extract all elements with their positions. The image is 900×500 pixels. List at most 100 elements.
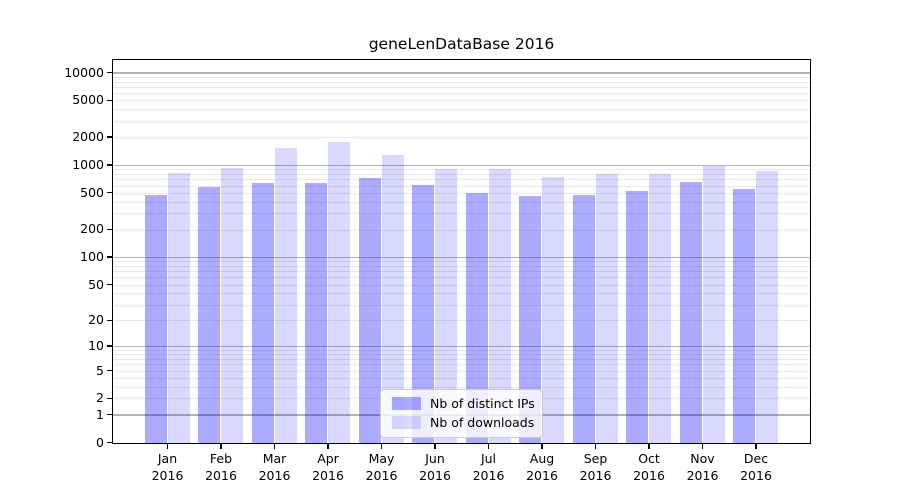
y-tick-label: 50 — [88, 276, 104, 292]
bar-downloads — [167, 172, 190, 443]
bar-downloads — [542, 176, 564, 443]
gridline-minor — [113, 185, 810, 187]
gridline-minor — [113, 370, 810, 372]
y-tick-label: 2 — [96, 390, 104, 406]
x-tick-month: Apr — [317, 451, 339, 466]
bar-distinct-ips — [358, 178, 381, 443]
legend-item-downloads: Nb of downloads — [381, 413, 542, 432]
gridline-major — [113, 345, 810, 348]
chart-title: geneLenDataBase 2016 — [368, 35, 555, 53]
legend-item-distinct-ips: Nb of distinct IPs — [381, 394, 542, 413]
gridline-minor — [113, 320, 810, 322]
y-tick-label: 200 — [80, 221, 104, 237]
bar-layer — [113, 60, 810, 443]
x-tick-year: 2016 — [365, 467, 398, 483]
plot-area — [112, 59, 811, 444]
x-tick-month: Aug — [529, 451, 555, 466]
x-tick-month: Sep — [583, 451, 608, 466]
y-tick-mark — [107, 319, 112, 321]
gridline-minor — [113, 354, 810, 356]
gridline-minor — [113, 93, 810, 95]
gridline-minor — [113, 229, 810, 231]
x-tick-month: May — [368, 451, 395, 466]
legend-swatch-distinct-ips — [392, 397, 421, 410]
bar-downloads — [328, 141, 350, 443]
x-tick-year: 2016 — [686, 467, 719, 483]
y-tick-label: 2000 — [72, 129, 104, 145]
bar-downloads — [435, 168, 457, 443]
x-tick-month: Jan — [157, 451, 178, 466]
y-tick-mark — [107, 228, 112, 231]
x-tick-month: Jun — [425, 451, 445, 466]
bar-distinct-ips — [305, 182, 327, 443]
x-tick-month: Jul — [480, 451, 497, 466]
gridline-minor — [113, 100, 810, 102]
x-tick-month: Mar — [262, 451, 287, 466]
x-tick-month: Feb — [209, 451, 233, 466]
y-tick-mark — [107, 345, 112, 347]
x-tick-year: 2016 — [258, 467, 291, 483]
y-tick-label: 100 — [80, 249, 104, 265]
bar-downloads — [595, 174, 618, 443]
bar-distinct-ips — [519, 195, 541, 443]
y-tick-mark — [107, 413, 112, 416]
gridline-major — [113, 72, 810, 74]
gridline-minor — [113, 358, 810, 360]
x-tick-month: Oct — [638, 451, 660, 466]
x-tick-mark — [541, 444, 543, 449]
gridline-minor — [113, 364, 810, 366]
y-tick-mark — [107, 369, 112, 372]
x-tick-label: Apr 2016 — [292, 451, 364, 484]
y-tick-label: 1 — [96, 406, 104, 422]
gridline-major — [113, 164, 810, 167]
y-tick-mark — [107, 136, 112, 138]
y-tick-mark — [107, 71, 112, 74]
y-tick-label: 20 — [88, 312, 104, 328]
bar-downloads — [702, 165, 725, 443]
x-tick-mark — [434, 444, 436, 449]
x-tick-month: Dec — [743, 451, 769, 466]
y-tick-label: 10000 — [64, 64, 104, 80]
x-tick-label: Dec 2016 — [720, 451, 792, 484]
y-tick-mark — [107, 283, 112, 286]
bar-downloads — [756, 170, 778, 443]
gridline-minor — [113, 293, 810, 295]
y-tick-label: 10 — [88, 338, 104, 354]
x-tick-label: Oct 2016 — [613, 451, 685, 484]
y-tick-label: 500 — [80, 184, 104, 200]
bar-distinct-ips — [465, 192, 488, 443]
gridline-minor — [113, 304, 810, 306]
bar-downloads — [274, 147, 297, 443]
x-tick-year: 2016 — [526, 467, 558, 483]
gridline-minor — [113, 76, 810, 78]
y-tick-mark — [107, 164, 112, 166]
bar-distinct-ips — [626, 190, 648, 443]
y-tick-label: 1000 — [72, 157, 104, 172]
x-tick-year: 2016 — [633, 467, 665, 483]
gridline-minor — [113, 377, 810, 379]
gridline-minor — [113, 261, 810, 263]
y-tick-label: 0 — [96, 434, 104, 450]
legend-label-distinct-ips: Nb of distinct IPs — [430, 396, 535, 411]
x-tick-mark — [594, 444, 597, 449]
y-tick-label: 5000 — [72, 92, 104, 108]
gridline-minor — [113, 173, 810, 175]
gridline-minor — [113, 120, 810, 122]
y-tick-mark — [107, 192, 112, 194]
gridline-minor — [113, 137, 810, 139]
gridline-minor — [113, 350, 810, 352]
x-tick-mark — [220, 444, 222, 449]
bar-distinct-ips — [198, 186, 220, 443]
y-tick-mark — [107, 99, 112, 102]
gridline-major — [113, 256, 810, 259]
bar-downloads — [381, 154, 404, 443]
x-tick-month: Nov — [690, 451, 715, 466]
x-tick-mark — [648, 444, 650, 449]
gridline-minor — [113, 277, 810, 279]
gridline-minor — [113, 179, 810, 181]
gridline-minor — [113, 386, 810, 388]
gridline-minor — [113, 201, 810, 203]
gridline-minor — [113, 271, 810, 273]
bar-distinct-ips — [572, 194, 595, 443]
